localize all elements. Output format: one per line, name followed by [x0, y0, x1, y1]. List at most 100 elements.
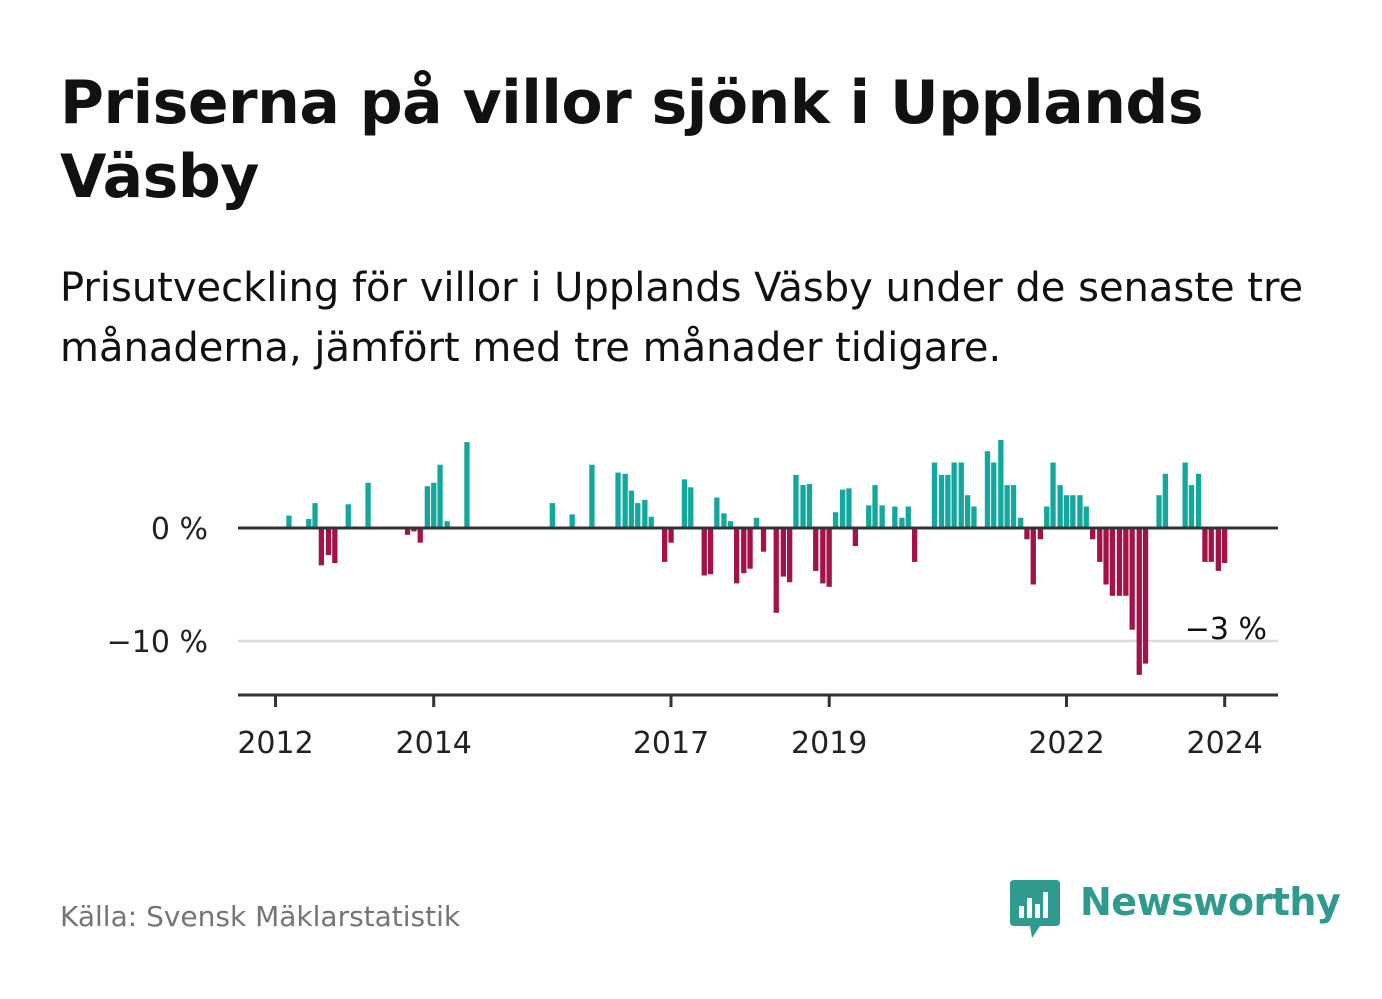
bar: [1215, 528, 1221, 571]
bar: [879, 505, 885, 528]
bar: [1129, 528, 1135, 630]
bar: [648, 516, 654, 528]
bars: [286, 439, 1228, 675]
bar: [938, 474, 945, 528]
bar: [826, 528, 832, 587]
bar: [905, 506, 911, 528]
newsworthy-logo[interactable]: Newsworthy: [1010, 876, 1341, 942]
bar: [958, 462, 964, 528]
bar: [1142, 528, 1149, 664]
bar: [1057, 485, 1063, 528]
bar: [1083, 506, 1089, 528]
bar: [444, 521, 450, 528]
newsworthy-logo-icon: [1010, 880, 1060, 938]
bar: [773, 528, 779, 613]
bar: [1037, 528, 1043, 540]
bar: [1208, 528, 1214, 562]
bar: [622, 473, 628, 528]
bar: [1063, 495, 1070, 528]
bar: [931, 462, 938, 528]
bar: [306, 519, 312, 528]
bar: [318, 528, 324, 566]
bar: [1222, 528, 1228, 563]
x-tick-label: 2019: [791, 726, 867, 761]
bar: [1162, 473, 1168, 528]
bar: [714, 497, 720, 528]
bar: [832, 512, 839, 528]
latest-value-label: −3 %: [1185, 612, 1267, 647]
bar: [312, 503, 318, 528]
x-tick-label: 2024: [1187, 726, 1263, 761]
bar: [852, 528, 858, 547]
bar: [806, 483, 813, 528]
bar: [417, 528, 423, 543]
bar: [365, 482, 371, 528]
bar: [866, 505, 872, 528]
x-tick-label: 2014: [396, 726, 472, 761]
bar: [912, 528, 918, 562]
bar: [820, 528, 826, 584]
bar: [984, 451, 991, 528]
bar: [325, 528, 332, 556]
chart-subtitle: Prisutveckling för villor i Upplands Väs…: [60, 265, 1304, 371]
x-tick-label: 2017: [633, 726, 709, 761]
bar: [286, 515, 292, 528]
bar: [945, 474, 951, 528]
bar: [971, 506, 977, 528]
bar: [1188, 485, 1195, 528]
bar: [688, 487, 694, 528]
bar: [635, 503, 641, 528]
bar: [1090, 528, 1096, 540]
x-axis-ticks: 2012 2014 2017 2019 2022 2024: [237, 695, 1263, 761]
y-tick-label: −10 %: [107, 625, 208, 660]
bar: [464, 442, 470, 528]
bar: [741, 528, 747, 574]
bar: [780, 528, 786, 577]
bar: [1123, 528, 1129, 596]
bar: [701, 528, 707, 576]
bar: [1156, 495, 1162, 528]
bar: [1182, 462, 1188, 528]
chart-title: Priserna på villor sjönk i Upplands Väsb…: [60, 68, 1204, 212]
bar: [1116, 528, 1123, 596]
bar: [1024, 528, 1030, 540]
bar: [569, 514, 575, 528]
bar: [1202, 528, 1208, 562]
bar: [1195, 473, 1202, 528]
bar: [1010, 485, 1017, 528]
bar: [1070, 495, 1076, 528]
bar: [404, 528, 411, 535]
bar: [800, 485, 806, 528]
bar: [1044, 506, 1050, 528]
bar: [628, 490, 635, 528]
bar: [1103, 528, 1109, 585]
y-axis-ticks: 0 % −10 %: [107, 512, 208, 660]
bar: [747, 528, 753, 569]
bar: [662, 528, 668, 562]
bar: [892, 506, 898, 528]
bar: [813, 528, 819, 571]
bar: [872, 485, 878, 528]
bar: [332, 528, 338, 563]
bar: [727, 521, 733, 528]
bar: [411, 528, 417, 532]
x-tick-label: 2022: [1028, 726, 1104, 761]
newsworthy-logo-text: Newsworthy: [1080, 880, 1341, 924]
bar: [951, 462, 957, 528]
bar: [1050, 462, 1056, 528]
bar: [753, 517, 760, 528]
bar: [681, 479, 688, 528]
bar: [760, 528, 767, 552]
bar: [1004, 485, 1010, 528]
bar: [437, 464, 443, 528]
bar: [668, 528, 674, 543]
source-note: Källa: Svensk Mäklarstatistik: [60, 900, 461, 933]
y-tick-label: 0 %: [151, 512, 208, 547]
bar: [549, 503, 555, 528]
bar: [991, 462, 997, 528]
bar: [793, 474, 799, 528]
bar: [707, 528, 714, 575]
bar: [424, 486, 430, 528]
bar: [846, 488, 852, 528]
